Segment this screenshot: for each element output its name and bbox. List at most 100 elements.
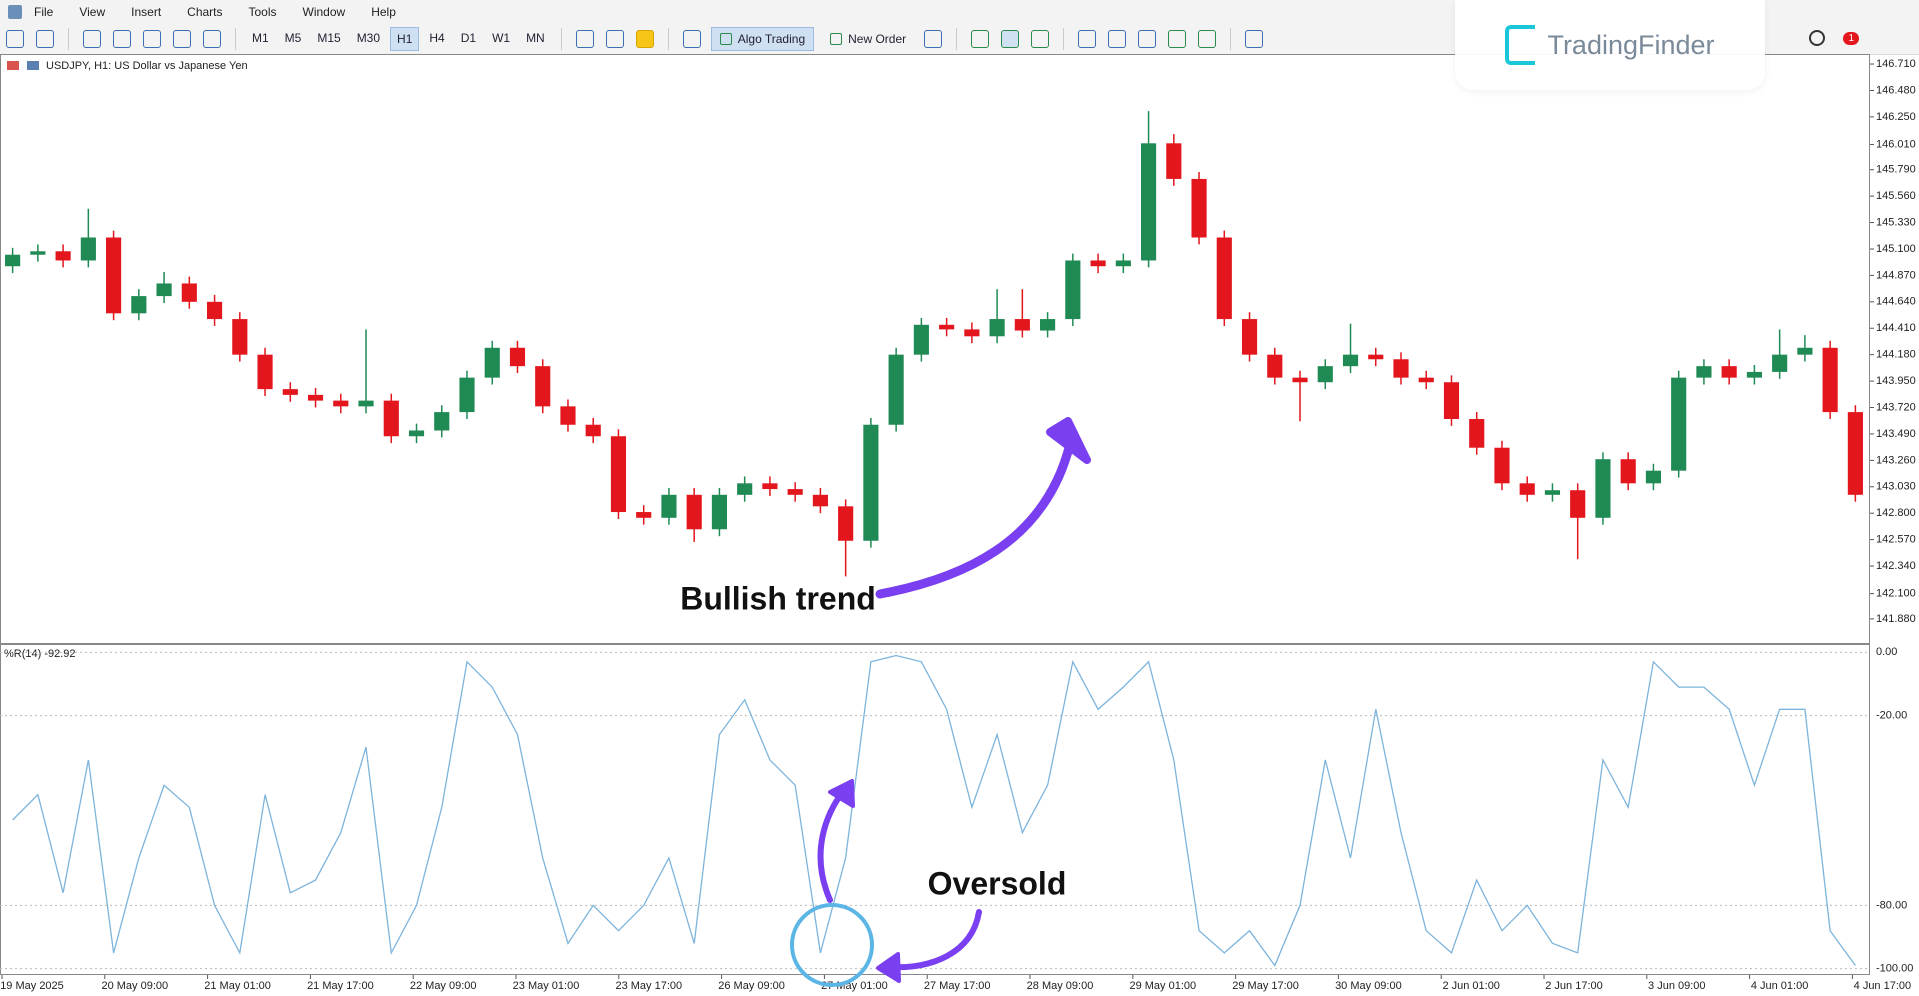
x-tick-label: 21 May 01:00 xyxy=(204,980,271,992)
buttons: Algo Trading New Order xyxy=(707,27,918,51)
oversold-arrow-head xyxy=(876,952,901,983)
menu-item[interactable]: Charts xyxy=(187,5,223,19)
candle-body xyxy=(636,512,652,518)
y-tick-label: 146.710 xyxy=(1876,58,1916,70)
candle-body xyxy=(838,506,854,541)
candle-body xyxy=(964,329,980,337)
candle-body xyxy=(358,400,374,407)
x-tick-label: 26 May 09:00 xyxy=(718,980,785,992)
auto-scroll[interactable] xyxy=(1168,30,1187,48)
trend-arrow-head xyxy=(1046,417,1091,464)
y-tick-label: 143.260 xyxy=(1876,454,1916,466)
trendline-tool[interactable] xyxy=(113,30,131,48)
menu-item[interactable]: View xyxy=(79,5,106,19)
menu-item[interactable]: File xyxy=(34,5,54,19)
candle-body xyxy=(156,283,172,297)
timeframe-button[interactable]: M30 xyxy=(356,31,381,45)
candle-body xyxy=(1115,260,1131,267)
y-tick-label: 146.010 xyxy=(1876,138,1916,150)
candle-body xyxy=(863,424,879,541)
candle-body xyxy=(307,394,324,401)
candle-body xyxy=(206,301,223,320)
y-tick-label: 145.100 xyxy=(1876,243,1916,255)
zoom-in[interactable] xyxy=(1078,30,1097,48)
x-tick-label: 3 Jun 09:00 xyxy=(1648,980,1706,992)
cursor-tool[interactable] xyxy=(6,30,24,48)
timeframe-button[interactable]: M5 xyxy=(284,31,302,45)
menu-item[interactable]: Window xyxy=(302,5,346,19)
timeframe-button[interactable]: D1 xyxy=(460,31,477,45)
timeframe-button[interactable]: M15 xyxy=(317,31,341,45)
candle-body xyxy=(1342,354,1359,367)
timeframe-button[interactable]: W1 xyxy=(492,31,511,45)
trend-annotation: Bullish trend xyxy=(680,580,876,616)
x-tick-label: 29 May 17:00 xyxy=(1232,980,1299,992)
candle-body xyxy=(913,324,929,355)
separator xyxy=(667,28,669,50)
toolbar-button[interactable]: Algo Trading xyxy=(710,27,815,51)
toolbar-button[interactable]: New Order xyxy=(822,27,914,51)
notification-badge[interactable]: 1 xyxy=(1843,31,1859,45)
chart-type[interactable] xyxy=(575,30,594,48)
separator xyxy=(1063,28,1065,50)
y-tick-label: 145.560 xyxy=(1876,190,1916,202)
timeframe-button[interactable]: H1 xyxy=(390,27,420,51)
candle-body xyxy=(762,483,778,490)
signals[interactable] xyxy=(635,30,654,48)
x-tick-label: 30 May 09:00 xyxy=(1335,980,1402,992)
y-tick-label: -80.00 xyxy=(1876,899,1907,911)
chart-shift[interactable] xyxy=(1198,30,1217,48)
separator xyxy=(956,28,958,50)
timeframe-button[interactable]: H4 xyxy=(429,31,445,45)
candle-body xyxy=(812,494,828,507)
candle-body xyxy=(257,354,273,390)
search-icon[interactable] xyxy=(1809,30,1826,46)
x-tick-label: 27 May 17:00 xyxy=(924,980,991,992)
bar-chart[interactable] xyxy=(971,30,990,48)
candle-body xyxy=(1040,319,1056,331)
top-right-tools: 1 xyxy=(1809,30,1859,46)
candle-body xyxy=(181,283,197,302)
separator xyxy=(235,28,236,50)
candle-body xyxy=(131,296,147,314)
crosshair-tool[interactable] xyxy=(36,30,54,48)
candle-body xyxy=(383,400,399,437)
candle-body xyxy=(888,354,904,425)
grid-toggle[interactable] xyxy=(1138,30,1157,48)
line-chart[interactable] xyxy=(1031,30,1050,48)
menu-item[interactable]: Help xyxy=(371,5,396,19)
candle-body xyxy=(1519,483,1535,495)
rebound-arrow-head xyxy=(828,779,855,808)
text-tool[interactable] xyxy=(173,30,191,48)
candle-body xyxy=(232,319,248,355)
shapes-tool[interactable] xyxy=(203,30,221,48)
line-tool[interactable] xyxy=(83,30,101,48)
candle-body xyxy=(1292,377,1308,383)
candle-body xyxy=(1772,354,1788,372)
menu-item[interactable]: Tools xyxy=(248,5,277,19)
candle-body xyxy=(1645,470,1662,484)
candle-chart[interactable] xyxy=(1001,30,1020,48)
candle-body xyxy=(408,430,425,437)
screenshot[interactable] xyxy=(1245,30,1264,48)
chart-area: USDJPY, H1: US Dollar vs Japanese Yen %R… xyxy=(0,54,1916,992)
timeframe-button[interactable]: MN xyxy=(526,31,545,45)
menu-item[interactable]: Insert xyxy=(131,5,162,19)
channel-tool[interactable] xyxy=(143,30,161,48)
market-watch[interactable] xyxy=(682,30,701,48)
candle-body xyxy=(1721,366,1737,378)
indicators[interactable] xyxy=(924,30,943,48)
app-icon xyxy=(8,5,22,19)
candle-body xyxy=(711,494,728,530)
candle-body xyxy=(1267,354,1283,378)
candle-body xyxy=(434,412,450,431)
candle-body xyxy=(509,347,526,367)
zoom-out[interactable] xyxy=(1108,30,1127,48)
candle-body xyxy=(1797,347,1813,355)
templates[interactable] xyxy=(605,30,624,48)
candle-body xyxy=(1216,237,1232,320)
button-label: New Order xyxy=(848,32,907,46)
candle-body xyxy=(1191,178,1207,238)
timeframe-button[interactable]: M1 xyxy=(252,31,269,45)
logo-text: TradingFinder xyxy=(1547,29,1715,60)
